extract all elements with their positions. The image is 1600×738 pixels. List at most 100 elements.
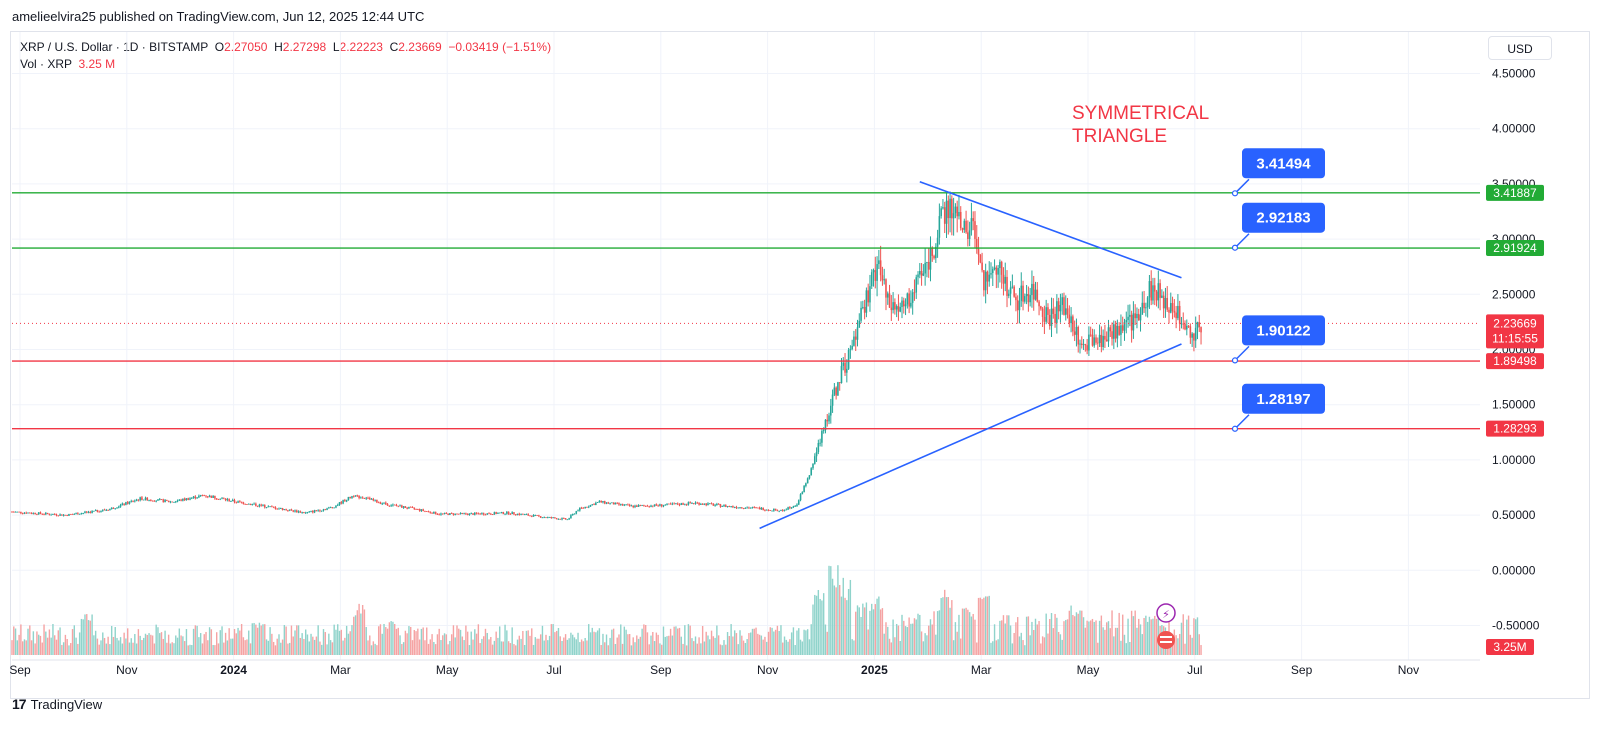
volume-bar (272, 641, 275, 655)
volume-bar (180, 635, 182, 655)
volume-bar (141, 640, 143, 655)
candle-body (778, 510, 780, 512)
volume-bar (853, 640, 855, 655)
volume-bar (429, 639, 431, 655)
lightning-icon (1156, 603, 1176, 623)
candle-body (1198, 322, 1201, 328)
candle-body (653, 504, 656, 507)
candle-body (1006, 276, 1008, 296)
volume-bar (655, 632, 658, 655)
candle-body (449, 513, 451, 515)
candle-body (413, 507, 416, 509)
volume-bar (1193, 618, 1195, 655)
volume-bar (285, 626, 287, 655)
symbol-description[interactable]: XRP / U.S. Dollar · 1D · BITSTAMP (20, 40, 209, 54)
price-callout: 1.28197 (1231, 383, 1325, 432)
volume-bar (701, 625, 704, 655)
candle-body (1166, 297, 1169, 310)
volume-bar (363, 609, 366, 655)
volume-bar (486, 632, 488, 655)
candle-body (210, 495, 213, 498)
candle-body (995, 267, 998, 275)
volume-bar (851, 639, 853, 655)
callout-pointer (1234, 178, 1250, 194)
candle-body (456, 513, 458, 515)
candle-body (895, 306, 898, 310)
volume-bar (972, 613, 974, 655)
candle-body (557, 518, 560, 520)
candle-body (41, 513, 44, 515)
candle-body (1155, 291, 1158, 301)
volume-bar (94, 630, 97, 655)
candle-body (438, 514, 440, 516)
volume-bar (77, 643, 79, 655)
volume-bar (515, 645, 517, 655)
candle-body (1024, 296, 1026, 302)
volume-bar (871, 603, 873, 655)
candle-body (1004, 276, 1007, 284)
candle-body (212, 495, 214, 498)
open-value: 2.27050 (224, 40, 268, 54)
candle-body (623, 504, 626, 506)
volume-bar (944, 589, 946, 655)
candle-body (39, 512, 42, 514)
volume-bar (459, 629, 462, 655)
volume-bar (547, 640, 549, 655)
candle-body (975, 238, 978, 249)
candle-body (765, 509, 768, 511)
candle-body (965, 220, 967, 233)
us-flag-icon (1157, 631, 1175, 649)
volume-bar (1018, 636, 1021, 655)
volume-bar (1186, 619, 1188, 655)
volume-bar (271, 633, 273, 655)
volume-bar (16, 640, 19, 655)
candle-body (495, 512, 497, 514)
volume-bar (315, 636, 318, 655)
volume-bar (997, 639, 999, 655)
volume-bar (324, 632, 326, 655)
price-axis: 4.500004.000003.500003.000002.500002.000… (1486, 67, 1544, 655)
volume-bar (55, 639, 58, 655)
currency-button[interactable]: USD (1488, 36, 1552, 60)
volume-bar (771, 627, 773, 655)
candle-body (657, 505, 659, 507)
candle-body (374, 499, 376, 501)
candle-body (790, 507, 793, 509)
candle-body (936, 237, 939, 247)
candle-body (612, 502, 615, 505)
candle-body (671, 503, 674, 505)
candle-body (162, 499, 165, 503)
volume-bar (246, 639, 248, 655)
volume-bar (693, 641, 695, 655)
volume-bar (703, 641, 706, 655)
volume-bar (73, 625, 75, 655)
candle-body (534, 514, 537, 516)
volume-bar (580, 639, 583, 655)
candle-body (30, 513, 33, 515)
volume-bar (888, 638, 891, 655)
candle-body (543, 517, 546, 519)
volume-bar (897, 625, 900, 655)
candle-body (1073, 331, 1076, 335)
volume-bar (814, 594, 816, 655)
candle-body (77, 513, 79, 515)
volume-bar (917, 613, 919, 655)
volume-bar (945, 597, 948, 655)
volume-label[interactable]: Vol · XRP (20, 57, 72, 71)
volume-bar (595, 632, 597, 655)
candle-body (538, 515, 540, 517)
volume-bar (372, 641, 375, 655)
trendline-lower (759, 343, 1182, 530)
candle-body (1038, 301, 1040, 307)
candle-body (833, 387, 836, 395)
footer-brand[interactable]: 17 TradingView (12, 696, 102, 712)
volume-bar (805, 630, 807, 655)
candle-body (363, 497, 366, 499)
volume-bar (677, 628, 679, 655)
candle-body (415, 508, 417, 510)
volume-bar (392, 621, 394, 655)
volume-bar (755, 627, 757, 655)
volume-bar (878, 596, 880, 655)
